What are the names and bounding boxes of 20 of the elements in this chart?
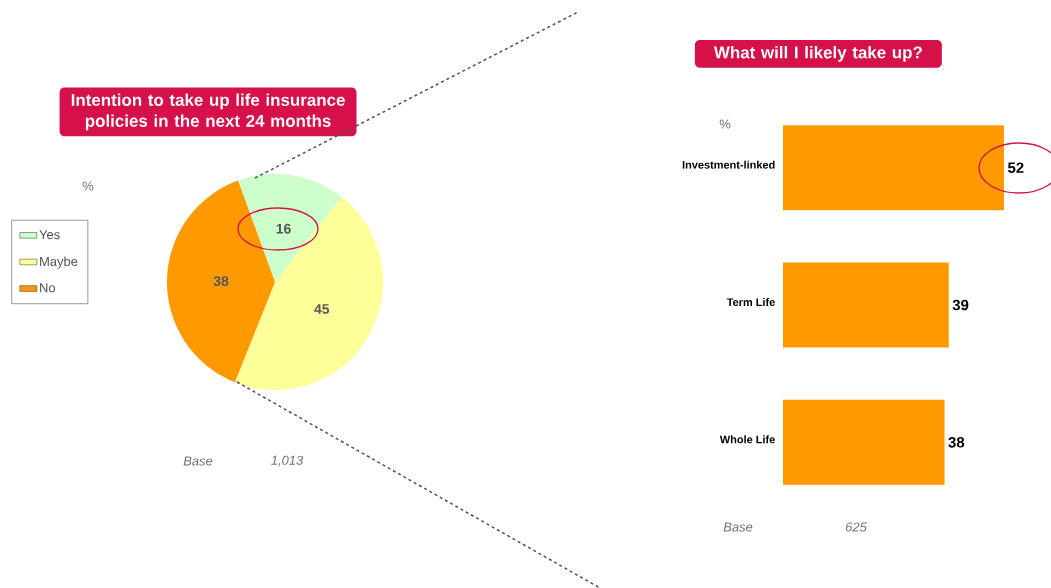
data-label: 39 [952, 299, 969, 311]
data-label: 45 [314, 304, 330, 314]
text: 625 [845, 522, 867, 532]
chart-title: What will I likely take up? [713, 46, 922, 62]
data-label: 38 [948, 437, 965, 448]
y-tick-label: Term Life [726, 297, 775, 307]
text: % [719, 119, 731, 129]
text: 1,013 [271, 455, 304, 467]
text: Base [723, 522, 753, 532]
chart-title: Intention to take up life insurance policies in the next 24 months [71, 93, 345, 131]
data-label: 52 [1007, 162, 1024, 173]
y-tick-label: Investment-linked [682, 160, 775, 169]
text: % [82, 181, 94, 191]
legend-label: Yes [39, 230, 60, 240]
data-label: 16 [276, 223, 291, 234]
legend-label: Maybe [40, 256, 78, 269]
y-tick-label: Whole Life [719, 435, 775, 444]
legend-label: No [40, 283, 56, 293]
data-label: 38 [213, 276, 229, 287]
text: Base [183, 456, 213, 466]
